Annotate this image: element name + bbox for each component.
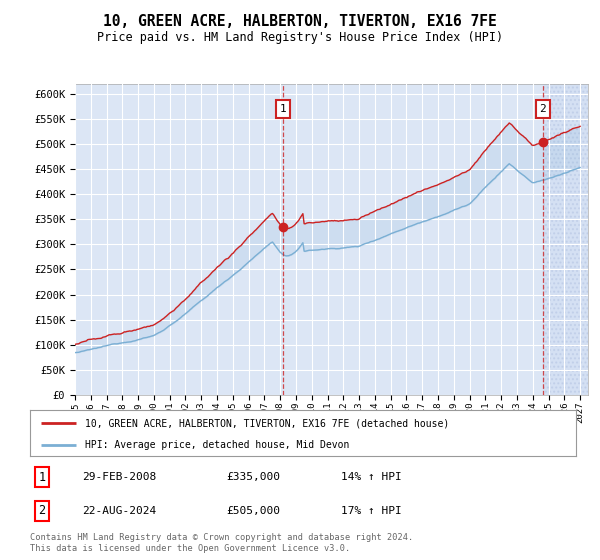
Text: Contains HM Land Registry data © Crown copyright and database right 2024.
This d: Contains HM Land Registry data © Crown c… <box>30 533 413 553</box>
Text: 2: 2 <box>38 505 46 517</box>
Text: 17% ↑ HPI: 17% ↑ HPI <box>341 506 402 516</box>
Text: 10, GREEN ACRE, HALBERTON, TIVERTON, EX16 7FE (detached house): 10, GREEN ACRE, HALBERTON, TIVERTON, EX1… <box>85 418 449 428</box>
Text: 10, GREEN ACRE, HALBERTON, TIVERTON, EX16 7FE: 10, GREEN ACRE, HALBERTON, TIVERTON, EX1… <box>103 14 497 29</box>
Text: Price paid vs. HM Land Registry's House Price Index (HPI): Price paid vs. HM Land Registry's House … <box>97 31 503 44</box>
Text: 1: 1 <box>38 471 46 484</box>
Text: £505,000: £505,000 <box>227 506 281 516</box>
Bar <box>543 84 588 395</box>
Text: 29-FEB-2008: 29-FEB-2008 <box>82 473 156 483</box>
Text: HPI: Average price, detached house, Mid Devon: HPI: Average price, detached house, Mid … <box>85 440 349 450</box>
Text: 14% ↑ HPI: 14% ↑ HPI <box>341 473 402 483</box>
Text: 22-AUG-2024: 22-AUG-2024 <box>82 506 156 516</box>
Text: 2: 2 <box>539 104 546 114</box>
Text: 1: 1 <box>280 104 286 114</box>
Text: £335,000: £335,000 <box>227 473 281 483</box>
